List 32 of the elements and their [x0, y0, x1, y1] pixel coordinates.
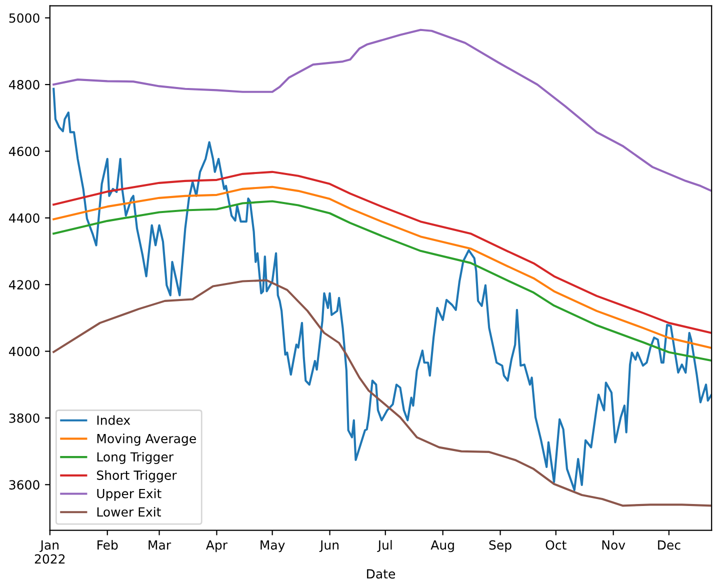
- x-tick-label: Sep: [489, 540, 512, 552]
- line-series: [52, 186, 712, 349]
- x-tick-label: Jun: [319, 540, 338, 552]
- x-tick-label: Apr: [206, 540, 228, 552]
- x-tick-label: Oct: [546, 540, 566, 550]
- line-series: [52, 28, 712, 192]
- y-tick-label: 3600: [9, 480, 40, 490]
- x-tick-label: Feb: [98, 540, 118, 550]
- x-tick-label: Nov: [602, 540, 626, 550]
- x-tick-label: Jan 2022: [34, 540, 65, 564]
- line-series: [52, 170, 712, 334]
- legend-label: Short Trigger: [96, 470, 177, 482]
- x-axis-title: Date: [367, 569, 396, 579]
- y-tick-label: 4000: [8, 346, 40, 356]
- line-series: [52, 279, 712, 507]
- line-series: [52, 200, 712, 362]
- legend-label: Long Trigger: [97, 452, 174, 464]
- y-tick-label: 4200: [8, 280, 40, 290]
- y-tick-label: 3800: [9, 413, 40, 423]
- legend-label: Lower Exit: [97, 506, 161, 517]
- legend-label: Upper Exit: [97, 488, 162, 501]
- y-tick-label: 4800: [8, 80, 40, 90]
- x-tick-label: Mar: [148, 540, 172, 550]
- x-tick-label: Jul: [377, 540, 392, 552]
- y-tick-label: 4400: [8, 213, 40, 223]
- legend-label: Moving Average: [97, 434, 196, 446]
- y-tick-label: 5000: [9, 13, 40, 23]
- x-tick-label: May: [260, 540, 285, 552]
- x-tick-label: Dec: [658, 540, 680, 550]
- y-tick-label: 4600: [8, 146, 40, 156]
- legend-label: Index: [97, 415, 130, 425]
- x-tick-label: Aug: [430, 540, 454, 552]
